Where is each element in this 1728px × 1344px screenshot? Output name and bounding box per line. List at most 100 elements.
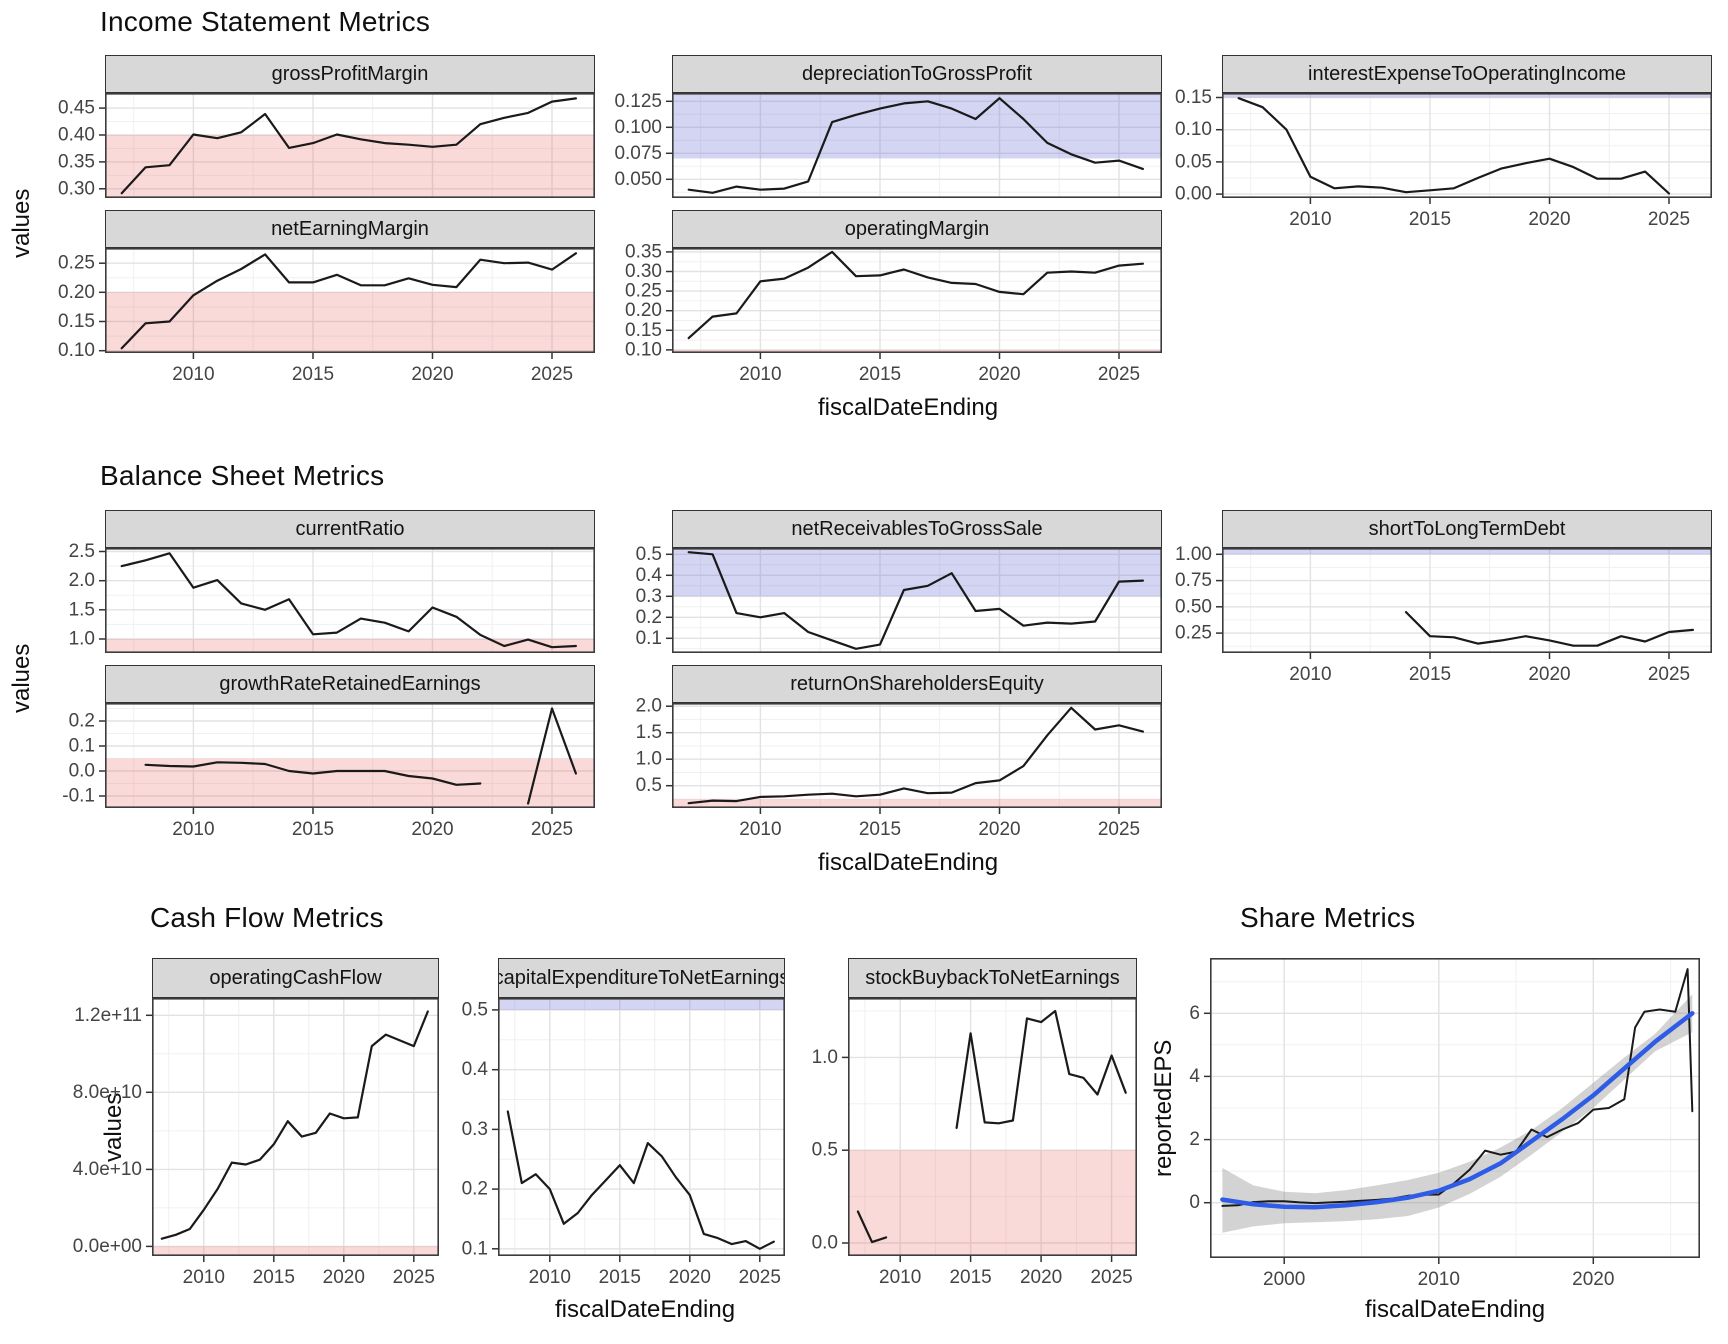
income-section-title: Income Statement Metrics — [100, 6, 431, 37]
svg-text:2020: 2020 — [411, 819, 453, 840]
facet-strip-label: currentRatio — [295, 517, 405, 540]
facet-strip-label: capitalExpenditureToNetEarnings — [498, 966, 785, 989]
svg-text:0.20: 0.20 — [625, 300, 662, 321]
depreciationToGrossProfit-plot: 0.050 0.075 0.100 0.125 — [614, 91, 1162, 199]
facet-strip: netEarningMargin — [105, 210, 595, 248]
operatingMargin-plot: 0.100.150.200.250.300.35 2010 2015 2020 2025 — [625, 241, 1162, 385]
growthRateRetainedEarnings-plot: -0.1 0.0 0.1 0.2 2010 2015 2020 2025 — [62, 703, 595, 840]
svg-text:0.15: 0.15 — [625, 320, 662, 341]
svg-text:2020: 2020 — [1020, 1267, 1062, 1288]
facet-strip-label: shortToLongTermDebt — [1368, 517, 1566, 540]
share-y-axis-label: reportedEPS — [1150, 1039, 1177, 1177]
svg-text:0.1: 0.1 — [636, 628, 662, 649]
facet-strip: netReceivablesToGrossSale — [672, 510, 1162, 548]
income-x-axis-label: fiscalDateEnding — [817, 394, 999, 421]
svg-text:2020: 2020 — [978, 819, 1020, 840]
svg-text:0.3: 0.3 — [636, 586, 662, 607]
stockBuybackToNetEarnings-plot: 0.0 0.5 1.0 2010 2015 2020 2025 — [812, 998, 1137, 1288]
svg-text:0.075: 0.075 — [614, 143, 662, 164]
svg-text:2015: 2015 — [292, 364, 334, 385]
svg-text:0.05: 0.05 — [1175, 151, 1212, 172]
capitalExpenditureToNetEarnings-plot: 0.1 0.2 0.3 0.4 0.5 2010 2015 2020 2025 — [462, 998, 785, 1288]
svg-text:2.0: 2.0 — [636, 696, 662, 717]
svg-text:2025: 2025 — [1090, 1267, 1132, 1288]
facet-strip-label: stockBuybackToNetEarnings — [865, 966, 1120, 989]
facet-currentRatio: currentRatio 1.0 1.5 2.0 2.5 — [69, 510, 595, 654]
svg-text:2015: 2015 — [949, 1267, 991, 1288]
svg-text:0.00: 0.00 — [1175, 184, 1212, 205]
svg-text:2015: 2015 — [859, 819, 901, 840]
facet-strip: interestExpenseToOperatingIncome — [1222, 55, 1712, 93]
svg-text:2015: 2015 — [253, 1267, 295, 1288]
svg-text:0.4: 0.4 — [636, 565, 663, 586]
facet-netReceivablesToGrossSale: netReceivablesToGrossSale 0.1 0.2 0.3 0.4 0.… — [636, 510, 1162, 654]
facet-strip: growthRateRetainedEarnings — [105, 665, 595, 703]
facet-returnOnShareholdersEquity: returnOnShareholdersEquity 0.5 1.0 1.5 2.0 2… — [636, 665, 1162, 840]
svg-text:1.0: 1.0 — [812, 1047, 838, 1068]
svg-text:2.5: 2.5 — [69, 541, 95, 562]
svg-text:2015: 2015 — [1409, 209, 1451, 230]
facet-strip: operatingCashFlow — [152, 958, 439, 998]
facet-shortToLongTermDebt: shortToLongTermDebt 0.25 0.50 0.75 1.00 2010… — [1175, 510, 1712, 685]
svg-text:0.5: 0.5 — [636, 775, 662, 796]
svg-text:2010: 2010 — [183, 1267, 225, 1288]
svg-text:2020: 2020 — [323, 1267, 365, 1288]
svg-text:2025: 2025 — [1648, 664, 1690, 685]
balance-y-axis-label: values — [8, 643, 35, 713]
svg-text:0.5: 0.5 — [812, 1140, 838, 1161]
svg-text:2025: 2025 — [1098, 364, 1140, 385]
shortToLongTermDebt-plot: 0.25 0.50 0.75 1.00 2010 2015 2020 2025 — [1175, 544, 1712, 685]
svg-text:2010: 2010 — [739, 364, 781, 385]
share-section-title: Share Metrics — [1240, 902, 1416, 933]
svg-text:0.1: 0.1 — [69, 736, 95, 757]
svg-text:0.25: 0.25 — [1175, 623, 1212, 644]
balance-x-axis-label: fiscalDateEnding — [817, 849, 999, 876]
facet-strip-label: growthRateRetainedEarnings — [219, 672, 481, 695]
svg-text:0.4: 0.4 — [462, 1059, 489, 1080]
facet-strip: depreciationToGrossProfit — [672, 55, 1162, 93]
facet-strip: grossProfitMargin — [105, 55, 595, 93]
netEarningMargin-plot: 0.10 0.15 0.20 0.25 2010 2015 2020 2025 — [58, 248, 595, 385]
svg-text:2025: 2025 — [1098, 819, 1140, 840]
svg-text:2025: 2025 — [1648, 209, 1690, 230]
facet-strip-label: operatingMargin — [844, 217, 990, 240]
svg-text:0.30: 0.30 — [625, 261, 662, 282]
facet-netEarningMargin: netEarningMargin 0.10 0.15 0.20 0.25 2010 201… — [58, 210, 595, 385]
svg-text:0.35: 0.35 — [58, 151, 95, 172]
currentRatio-plot: 1.0 1.5 2.0 2.5 — [69, 541, 595, 654]
svg-text:2025: 2025 — [739, 1267, 781, 1288]
svg-text:0.30: 0.30 — [58, 178, 95, 199]
facet-strip: capitalExpenditureToNetEarnings — [498, 958, 785, 998]
svg-text:2010: 2010 — [172, 819, 214, 840]
facet-strip-label: operatingCashFlow — [209, 966, 382, 989]
svg-text:1.5: 1.5 — [636, 722, 662, 743]
facet-strip: stockBuybackToNetEarnings — [848, 958, 1137, 998]
svg-text:0.40: 0.40 — [58, 125, 95, 146]
svg-text:2.0: 2.0 — [69, 570, 95, 591]
svg-text:0.3: 0.3 — [462, 1119, 488, 1140]
facet-growthRateRetainedEarnings: growthRateRetainedEarnings -0.1 0.0 0.1 0.2… — [62, 665, 595, 840]
svg-text:2010: 2010 — [1289, 664, 1331, 685]
svg-text:0.10: 0.10 — [625, 339, 662, 360]
facet-strip: shortToLongTermDebt — [1222, 510, 1712, 548]
svg-text:0.75: 0.75 — [1175, 570, 1212, 591]
balance-section-title: Balance Sheet Metrics — [100, 460, 385, 491]
returnOnShareholdersEquity-plot: 0.5 1.0 1.5 2.0 2010 2015 2020 2025 — [636, 696, 1162, 840]
facet-strip-label: grossProfitMargin — [271, 62, 429, 85]
cashflow-y-axis-label: values — [100, 1092, 127, 1162]
operatingCashFlow-plot: 0.0e+00 4.0e+10 8.0e+10 1.2e+11 2010 2015 2020… — [73, 998, 439, 1288]
svg-text:2010: 2010 — [739, 819, 781, 840]
svg-text:2010: 2010 — [172, 364, 214, 385]
svg-text:2010: 2010 — [1289, 209, 1331, 230]
svg-text:2020: 2020 — [978, 364, 1020, 385]
svg-text:8.0e+10: 8.0e+10 — [73, 1082, 142, 1103]
svg-text:0.2: 0.2 — [69, 711, 95, 732]
facet-strip-label: depreciationToGrossProfit — [801, 62, 1033, 85]
svg-text:1.2e+11: 1.2e+11 — [74, 1005, 142, 1026]
svg-text:0.50: 0.50 — [1175, 596, 1212, 617]
svg-text:2015: 2015 — [599, 1267, 641, 1288]
svg-text:2000: 2000 — [1263, 1269, 1305, 1290]
interestExpenseToOperatingIncome-plot: 0.00 0.05 0.10 0.15 2010 2015 2020 2025 — [1175, 87, 1712, 230]
